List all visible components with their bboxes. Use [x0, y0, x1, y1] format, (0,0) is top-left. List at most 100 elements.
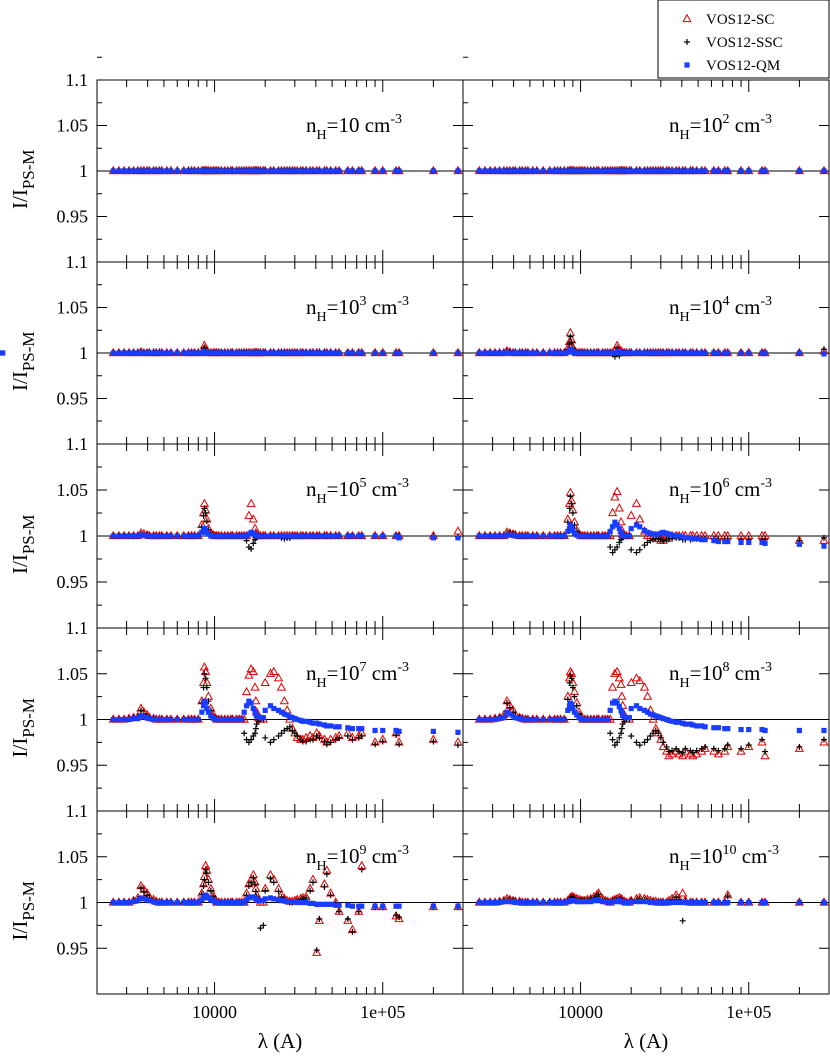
data-point [641, 168, 648, 174]
data-point [492, 350, 498, 356]
data-point [530, 899, 536, 906]
data-point [202, 510, 209, 516]
data-point [557, 350, 564, 356]
data-point [690, 899, 696, 906]
data-point [316, 915, 323, 922]
data-point [248, 879, 255, 886]
data-point [722, 538, 728, 545]
data-point [146, 168, 153, 174]
data-point [676, 748, 683, 755]
data-point [146, 898, 153, 904]
data-point [794, 743, 805, 752]
data-point [582, 168, 588, 174]
data-point [599, 898, 606, 905]
data-point [130, 350, 137, 356]
data-point [116, 533, 122, 539]
data-point [250, 874, 257, 881]
data-point [380, 168, 386, 174]
data-point [722, 168, 728, 174]
data-point [534, 533, 540, 539]
data-point [116, 899, 122, 906]
data-point [757, 737, 767, 746]
y-axis-label: I/IPS-M [8, 881, 38, 941]
data-point [250, 682, 260, 691]
data-point [229, 350, 236, 356]
data-point [188, 350, 195, 356]
data-point [525, 168, 531, 174]
data-point [534, 350, 540, 356]
data-point [195, 899, 201, 906]
data-point [711, 538, 717, 544]
data-point [561, 533, 567, 539]
data-point [135, 898, 141, 904]
data-point [252, 888, 259, 895]
data-point [584, 350, 591, 356]
y-tick-label: 0.95 [57, 389, 89, 409]
data-point [310, 736, 317, 743]
data-point [300, 718, 306, 724]
data-point [241, 730, 248, 737]
data-point [626, 715, 632, 721]
data-point [566, 679, 573, 686]
data-point [650, 536, 657, 543]
data-point [673, 894, 680, 901]
data-point [682, 350, 688, 356]
data-point [146, 715, 153, 722]
data-point [676, 533, 682, 539]
data-point [314, 901, 320, 907]
data-point [738, 899, 744, 906]
data-point [205, 879, 212, 886]
data-point [278, 168, 285, 174]
data-point [694, 350, 700, 356]
data-point [530, 533, 536, 539]
data-point [138, 168, 144, 174]
data-point [650, 712, 656, 718]
data-point [682, 168, 688, 174]
data-point [307, 350, 313, 356]
data-point [252, 881, 259, 888]
data-point [271, 705, 277, 712]
data-point [310, 350, 316, 356]
y-tick-label: 1.05 [57, 664, 89, 684]
data-point [567, 672, 574, 679]
data-point [641, 527, 648, 534]
data-point [141, 168, 147, 174]
data-point [252, 730, 259, 737]
data-point [257, 168, 264, 174]
data-point [637, 898, 643, 905]
data-point [605, 716, 611, 723]
data-point [682, 745, 689, 752]
data-point [554, 716, 561, 723]
data-point [669, 168, 675, 174]
data-point [141, 350, 147, 356]
data-point [233, 350, 240, 356]
data-point [314, 350, 320, 356]
data-point [519, 350, 525, 356]
data-point [573, 702, 580, 709]
data-point [682, 535, 688, 541]
data-point [218, 168, 225, 174]
data-point [262, 168, 268, 174]
data-point [110, 716, 116, 723]
data-point [126, 716, 132, 723]
data-point [678, 888, 688, 897]
data-point [355, 908, 362, 915]
data-point [525, 533, 531, 539]
data-point [530, 168, 536, 174]
data-point [300, 899, 306, 906]
data-point [273, 673, 284, 682]
data-point [207, 887, 214, 894]
data-point [313, 947, 320, 954]
data-point [759, 350, 765, 356]
legend-marker [684, 62, 690, 68]
data-point [666, 531, 672, 537]
y-tick-label: 0.95 [57, 938, 89, 958]
data-point [159, 350, 165, 356]
data-point [637, 350, 643, 356]
data-point [492, 899, 498, 906]
panel: nH=102 cm-3 [462, 56, 830, 263]
data-point [568, 500, 575, 507]
data-point [512, 899, 519, 906]
data-point [396, 535, 402, 541]
data-point [554, 533, 561, 539]
